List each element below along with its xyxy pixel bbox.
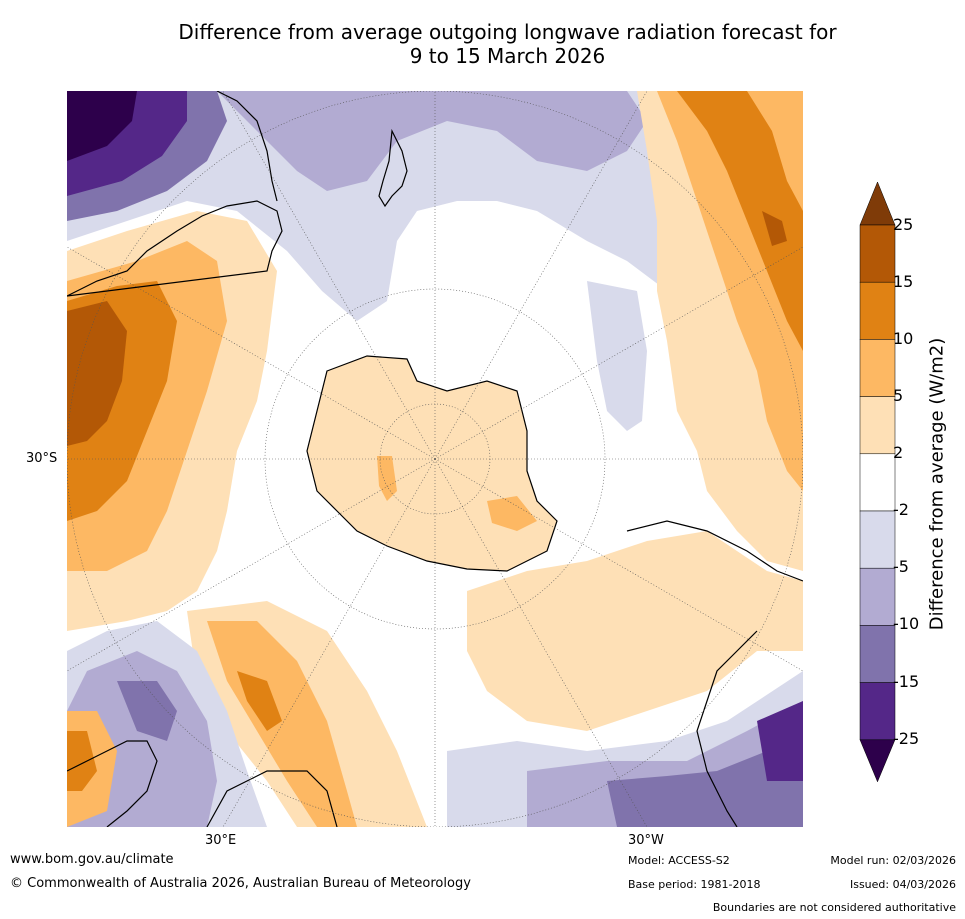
antarctica-coastline (306, 355, 558, 572)
south-america-coastline (626, 520, 803, 827)
colorbar-bin-below-minus-25 (859, 739, 896, 782)
anomaly-region-antarctica-positive-mid (377, 456, 397, 501)
anomaly-region-south-indian-positive-strong (237, 671, 282, 731)
anomaly-region-south-pacific-positive-extreme (762, 211, 787, 246)
colorbar-bin (859, 339, 896, 397)
colorbar-bin (859, 625, 896, 683)
colorbar-bin (859, 453, 896, 512)
footer-model: Model: ACCESS-S2 (628, 854, 730, 867)
anomaly-region-australia-positive-extreme (67, 301, 127, 446)
colorbar-tick-minus-10: -10 (893, 614, 920, 633)
australia-coastline (67, 200, 283, 297)
colorbar-tick-minus-25: -25 (893, 729, 920, 748)
anomaly-region-weddell-positive-mid (487, 496, 537, 531)
new-zealand-coastline (378, 128, 408, 208)
anomaly-region-pacific-negative-mid (217, 91, 647, 191)
colorbar (859, 182, 896, 782)
colorbar-bin (859, 682, 896, 741)
footer-issued: Issued: 04/03/2026 (849, 878, 956, 891)
anomaly-region-south-america-extreme-negative (757, 701, 803, 781)
colorbar-bin (859, 281, 896, 340)
colorbar-title: Difference from average (W/m2) (926, 337, 948, 631)
africa-coastline (67, 740, 338, 827)
footer-disclaimer: Boundaries are not considered authoritat… (712, 901, 956, 914)
colorbar-tick-5: 5 (893, 386, 904, 405)
australia-east-coastline (216, 91, 278, 202)
colorbar-tick-25: 25 (893, 215, 914, 234)
anomaly-region-south-indian-positive-mid (207, 621, 357, 827)
anomaly-region-south-pacific-positive-strong (677, 91, 803, 351)
colorbar-tick-15: 15 (893, 272, 914, 291)
colorbar-tick-10: 10 (893, 329, 914, 348)
anomaly-region-south-atlantic-positive (467, 531, 803, 731)
anomaly-region-africa-positive-strong (67, 731, 97, 791)
longitude-label-30e: 30°E (205, 833, 237, 848)
colorbar-bin (859, 224, 896, 283)
colorbar-bin (859, 567, 896, 626)
colorbar-tick-minus-15: -15 (893, 672, 920, 691)
colorbar-bin (859, 396, 896, 455)
colorbar-tick-2: 2 (893, 443, 904, 462)
colorbar-tick-minus-5: -5 (893, 557, 909, 576)
anomaly-region-southern-africa-negative-strong (117, 681, 177, 741)
anomaly-region-amundsen-negative (587, 281, 647, 431)
footer-website: www.bom.gov.au/climate (10, 852, 174, 867)
colorbar-tick-minus-2: -2 (893, 500, 909, 519)
anomaly-region-south-atlantic-negative-strong (607, 731, 803, 827)
footer-model-run: Model run: 02/03/2026 (830, 854, 956, 867)
colorbar-bin (859, 510, 896, 569)
anomaly-region-indian-ocean-extreme-negative (67, 91, 137, 161)
longitude-label-30w: 30°W (628, 833, 664, 848)
olr-anomaly-map (67, 91, 803, 827)
map-title: Difference from average outgoing longwav… (178, 20, 837, 68)
graticule-meridians (67, 91, 803, 827)
colorbar-bin-above-25 (859, 182, 896, 226)
footer-copyright: © Commonwealth of Australia 2026, Austra… (10, 876, 471, 891)
graticule-circle-60s (264, 288, 606, 630)
latitude-label-30s: 30°S (26, 451, 58, 466)
footer-base-period: Base period: 1981-2018 (628, 878, 761, 891)
